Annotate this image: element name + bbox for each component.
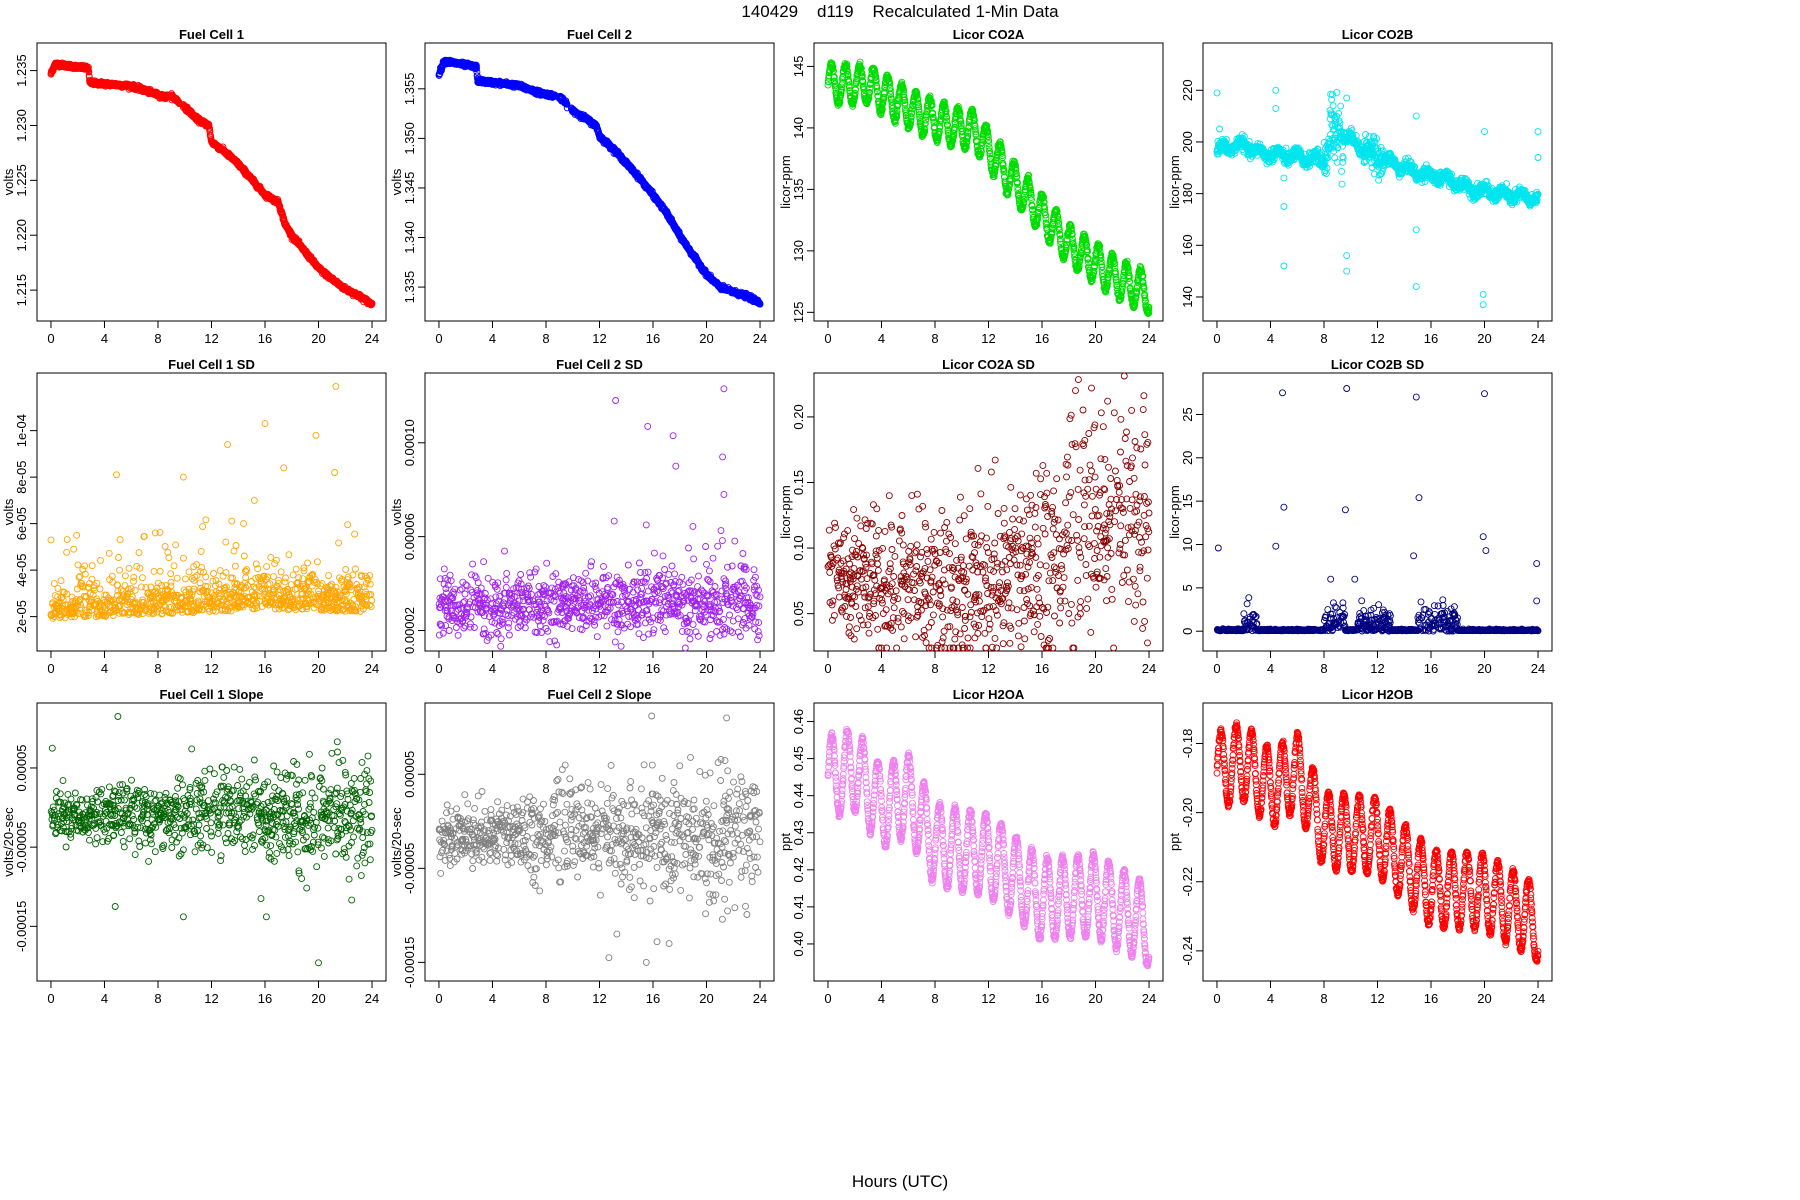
plot-frame-co2b <box>1202 42 1553 322</box>
series-co2a <box>824 58 1153 318</box>
y-tick-label-fc1: 1.235 <box>14 54 29 87</box>
y-tick-label-co2a: 145 <box>791 56 806 78</box>
data-point <box>1337 102 1345 110</box>
x-tick-label-fc2: 8 <box>542 331 549 346</box>
series-fc2 <box>435 56 764 308</box>
x-tick-label-co2a: 20 <box>1088 331 1102 346</box>
y-tick-label-fc2: 1.335 <box>402 271 417 304</box>
x-tick-label-fc2: 20 <box>699 331 713 346</box>
y-tick-label-fc2: 1.345 <box>402 172 417 205</box>
x-tick-label-co2b: 4 <box>1267 331 1274 346</box>
data-point <box>85 68 93 76</box>
y-tick-label-co2b: 140 <box>1180 286 1195 308</box>
x-tick-label-co2a: 4 <box>878 331 885 346</box>
x-tick-label-fc2: 24 <box>753 331 767 346</box>
series-fc1 <box>47 59 376 309</box>
x-tick-label-fc2: 16 <box>646 331 660 346</box>
y-tick-label-fc1: 1.220 <box>14 219 29 252</box>
y-tick-label-co2a: 140 <box>791 117 806 139</box>
figure-title: 140429 d119 Recalculated 1-Min Data <box>741 2 1059 21</box>
y-tick-label-fc2: 1.355 <box>402 73 417 106</box>
x-tick-label-co2a: 0 <box>824 331 831 346</box>
x-tick-label-co2b: 12 <box>1370 331 1384 346</box>
x-tick-label-fc2: 12 <box>592 331 606 346</box>
y-axis-label-fc1: volts <box>1 168 16 195</box>
x-tick-label-fc1: 4 <box>101 331 108 346</box>
y-tick-label-fc1: 1.225 <box>14 164 29 197</box>
y-tick-label-fc1: 1.215 <box>14 274 29 307</box>
x-tick-label-co2b: 24 <box>1531 331 1545 346</box>
plot-title-fc1: Fuel Cell 1 <box>179 27 244 42</box>
y-tick-label-co2a: 125 <box>791 301 806 323</box>
x-tick-label-fc1: 12 <box>204 331 218 346</box>
x-tick-label-co2a: 8 <box>931 331 938 346</box>
y-tick-label-fc2: 1.340 <box>402 221 417 254</box>
x-tick-label-co2a: 12 <box>981 331 995 346</box>
plot-title-co2a: Licor CO2A <box>953 27 1025 42</box>
plot-title-co2b: Licor CO2B <box>1342 27 1414 42</box>
y-tick-label-fc2: 1.350 <box>402 122 417 155</box>
x-tick-label-fc1: 24 <box>365 331 379 346</box>
series-co2b <box>1213 86 1542 309</box>
y-tick-label-co2b: 220 <box>1180 79 1195 101</box>
x-tick-label-co2b: 8 <box>1320 331 1327 346</box>
x-tick-label-fc1: 0 <box>47 331 54 346</box>
data-point <box>1338 167 1346 175</box>
x-tick-label-fc1: 8 <box>154 331 161 346</box>
x-tick-label-co2a: 16 <box>1035 331 1049 346</box>
x-tick-label-co2b: 20 <box>1477 331 1491 346</box>
x-tick-label-co2a: 24 <box>1142 331 1156 346</box>
x-tick-label-fc2: 0 <box>435 331 442 346</box>
y-tick-label-co2b: 200 <box>1180 131 1195 153</box>
y-tick-label-co2a: 135 <box>791 179 806 201</box>
x-tick-label-co2b: 16 <box>1424 331 1438 346</box>
x-tick-label-fc1: 16 <box>258 331 272 346</box>
y-tick-label-co2b: 160 <box>1180 234 1195 256</box>
data-point <box>84 63 92 71</box>
x-tick-label-co2b: 0 <box>1213 331 1220 346</box>
data-point <box>1329 102 1337 110</box>
y-tick-label-co2a: 130 <box>791 240 806 262</box>
data-point <box>1338 180 1346 188</box>
y-tick-label-fc1: 1.230 <box>14 109 29 142</box>
y-tick-label-co2b: 180 <box>1180 183 1195 205</box>
x-tick-label-fc2: 4 <box>489 331 496 346</box>
x-tick-label-fc1: 20 <box>311 331 325 346</box>
plot-title-fc2: Fuel Cell 2 <box>567 27 632 42</box>
